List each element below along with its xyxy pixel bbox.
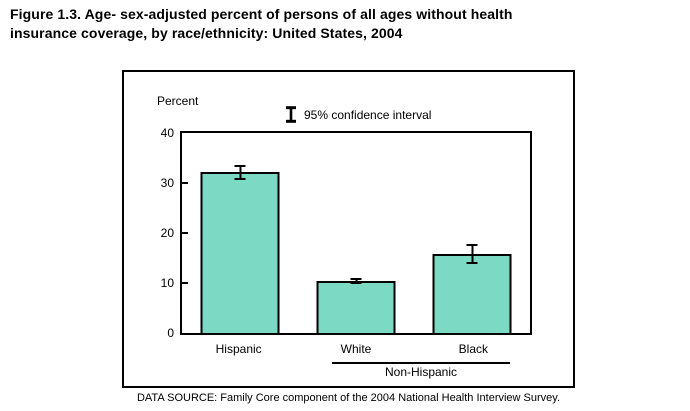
x-axis-label-hispanic: Hispanic (215, 342, 262, 356)
y-tick-label-20: 20 (160, 226, 174, 240)
legend: 95% confidence interval (285, 106, 431, 123)
error-bar-black (466, 243, 478, 264)
y-tick-label-10: 10 (160, 276, 174, 290)
chart-frame: Percent 95% confidence interval 40 30 20 10… (122, 70, 575, 388)
x-axis-label-white: White (340, 342, 372, 356)
x-axis-label-black: Black (458, 342, 488, 356)
figure-title-line-1: Figure 1.3. Age- sex-adjusted percent of… (10, 6, 513, 22)
y-tick-mark-10 (182, 282, 188, 284)
x-axis-labels: Hispanic White Black (180, 342, 532, 358)
legend-label: 95% confidence interval (304, 107, 432, 122)
y-axis-title: Percent (157, 94, 199, 108)
figure-title: Figure 1.3. Age- sex-adjusted percent of… (10, 5, 670, 43)
y-tick-label-30: 30 (160, 176, 174, 190)
bar-black (432, 253, 512, 333)
bar-white (316, 281, 396, 333)
error-bar-hispanic (234, 164, 246, 180)
y-tick-mark-20 (182, 232, 188, 234)
non-hispanic-underline (332, 362, 510, 364)
y-tick-label-40: 40 (160, 126, 174, 140)
y-tick-mark-30 (182, 182, 188, 184)
bar-hispanic (200, 172, 280, 333)
y-tick-label-0: 0 (167, 326, 174, 340)
figure-title-line-2: insurance coverage, by race/ethnicity: U… (10, 25, 403, 41)
group-label-non-hispanic: Non-Hispanic (384, 365, 458, 379)
error-bar-white (350, 278, 362, 284)
confidence-interval-icon (285, 106, 297, 123)
data-source-note: DATA SOURCE: Family Core component of th… (136, 392, 561, 404)
plot-area: 40 30 20 10 0 (161, 126, 532, 340)
